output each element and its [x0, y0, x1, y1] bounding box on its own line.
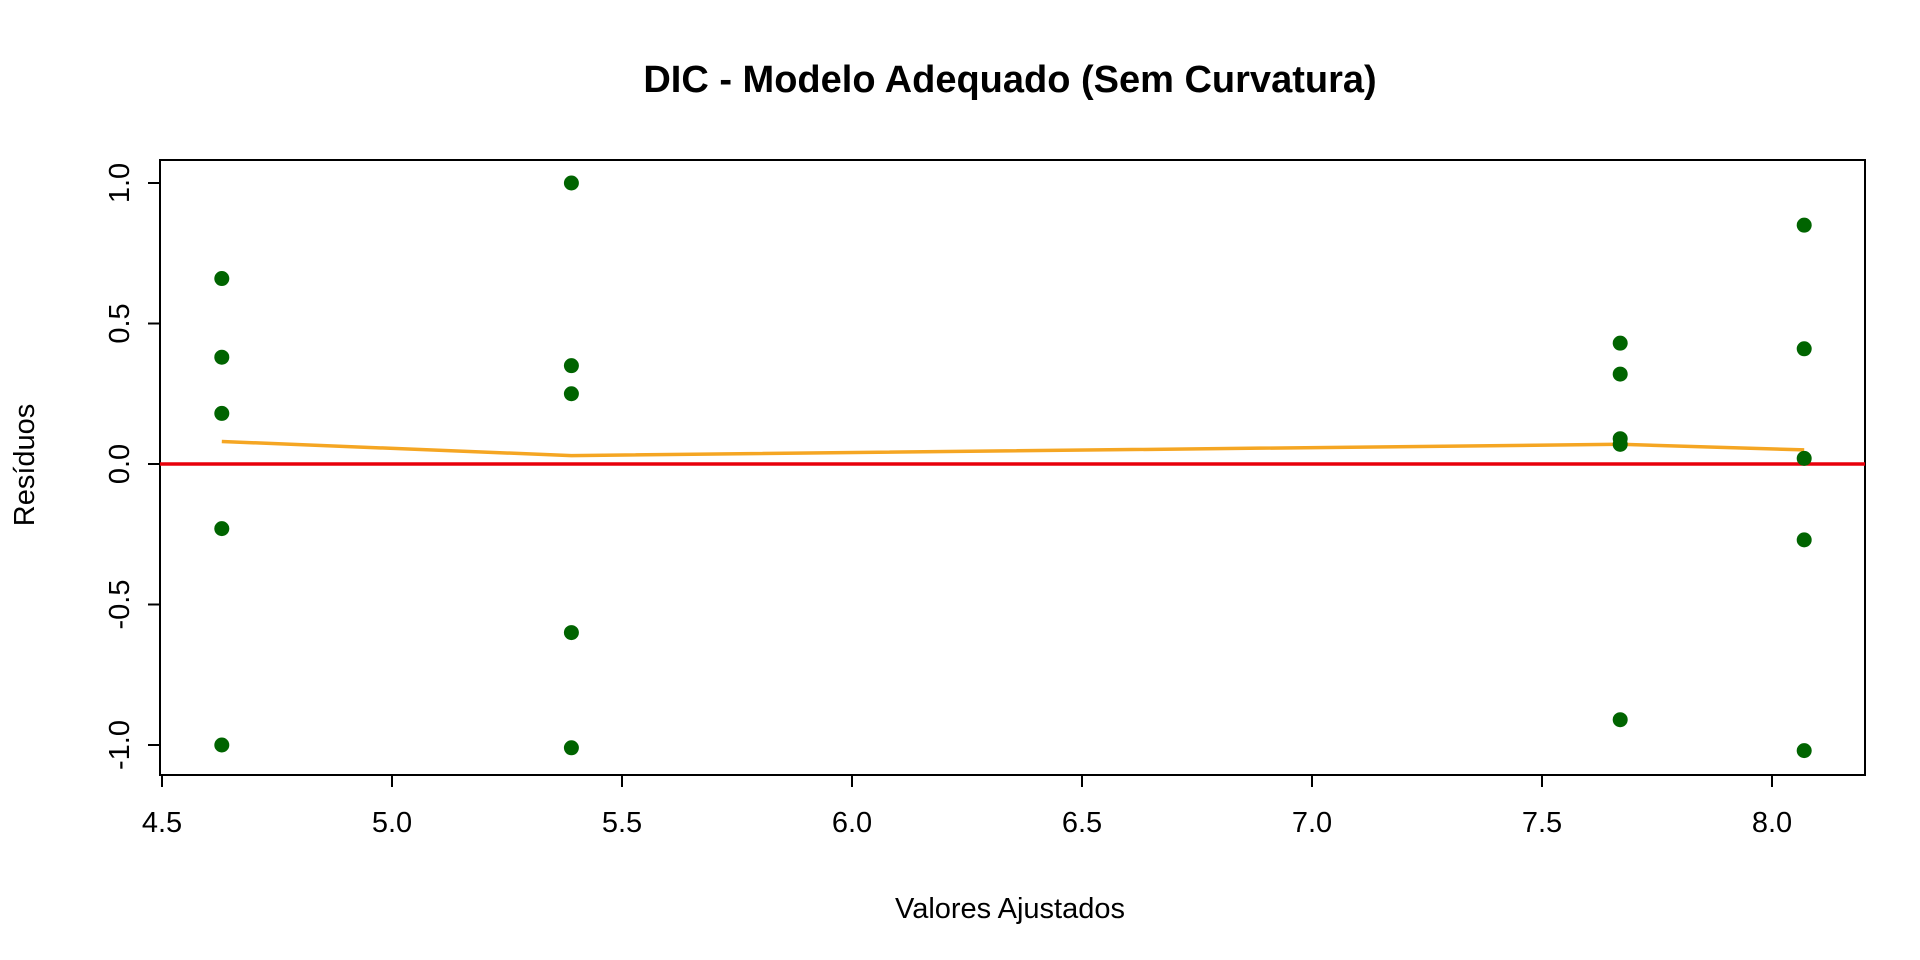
residual-point — [1612, 335, 1628, 351]
residual-point — [214, 349, 230, 365]
residual-point — [1796, 450, 1812, 466]
x-tick-label: 6.0 — [832, 807, 872, 839]
plot-area: 4.5 5.0 5.5 6.0 6.5 7.0 7.5 8.0 -1.0 -0.5 0.0 0.5 1.… — [104, 159, 1866, 839]
chart-title: DIC - Modelo Adequado (Sem Curvatura) — [643, 59, 1376, 101]
residual-point — [1612, 712, 1628, 728]
residual-point — [1796, 341, 1812, 357]
residual-point — [214, 405, 230, 421]
residual-point — [214, 521, 230, 537]
x-tick-label: 8.0 — [1752, 807, 1792, 839]
x-axis-label: Valores Ajustados — [895, 893, 1125, 925]
residual-point — [563, 175, 579, 191]
residual-point — [563, 625, 579, 641]
residual-point — [214, 271, 230, 287]
residual-point — [1796, 743, 1812, 759]
residual-point — [1612, 366, 1628, 382]
y-tick-label: 1.0 — [104, 163, 136, 203]
x-tick-label: 6.5 — [1062, 807, 1102, 839]
plot-frame — [159, 159, 1866, 776]
residual-point — [1796, 532, 1812, 548]
residual-point — [563, 740, 579, 756]
y-tick-label: -0.5 — [104, 580, 136, 630]
x-tick-label: 5.5 — [602, 807, 642, 839]
x-tick-label: 7.0 — [1292, 807, 1332, 839]
smooth-trend-line — [221, 439, 1805, 458]
residual-point — [214, 737, 230, 753]
y-tick-label: -1.0 — [104, 720, 136, 770]
residual-point — [563, 358, 579, 374]
y-axis-label: Resíduos — [9, 404, 41, 527]
y-tick-label: 0.0 — [104, 444, 136, 484]
residual-point — [1612, 436, 1628, 452]
x-tick-label: 4.5 — [142, 807, 182, 839]
residual-point — [1796, 217, 1812, 233]
x-tick-label: 7.5 — [1522, 807, 1562, 839]
residual-point — [563, 386, 579, 402]
y-tick-label: 0.5 — [104, 303, 136, 343]
x-tick-label: 5.0 — [372, 807, 412, 839]
